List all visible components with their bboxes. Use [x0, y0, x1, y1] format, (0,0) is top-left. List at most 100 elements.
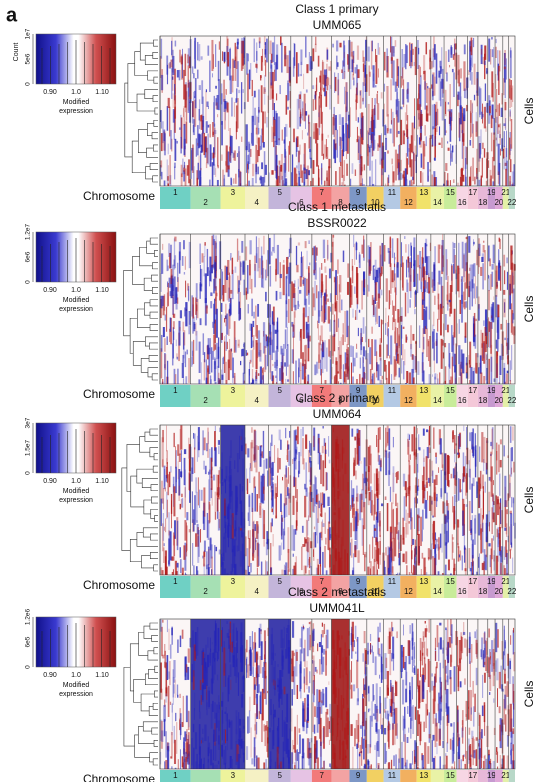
heatmap-cell	[322, 239, 326, 259]
chromosome-label: 11	[388, 386, 397, 395]
heatmap-cell	[458, 756, 460, 769]
heatmap-frame	[159, 424, 516, 576]
heatmap-cell	[478, 494, 481, 508]
heatmap-cell	[300, 257, 303, 278]
chromosome-label: 12	[404, 396, 413, 405]
heatmap-cell	[277, 737, 280, 754]
heatmap-cell	[473, 706, 475, 727]
heatmap-cell	[391, 687, 393, 714]
heatmap-cell	[346, 720, 349, 729]
heatmap-cell	[229, 348, 232, 371]
heatmap-cell	[217, 760, 220, 765]
count-tick-label: 1.2e7	[25, 223, 32, 240]
heatmap-cell	[356, 139, 358, 143]
heatmap-cell	[207, 546, 210, 566]
heatmap-cell	[305, 719, 308, 734]
heatmap-cell	[458, 640, 462, 672]
heatmap-cell	[293, 167, 296, 186]
heatmap-cell	[338, 635, 340, 641]
heatmap-cell	[363, 711, 366, 737]
heatmap-cell	[339, 294, 341, 313]
heatmap-cell	[478, 143, 480, 172]
heatmap-cell	[202, 728, 204, 734]
heatmap-cell	[247, 530, 250, 539]
heatmap-cell	[460, 636, 463, 660]
heatmap-cell	[426, 88, 429, 111]
heatmap-cell	[180, 114, 182, 138]
heatmap-cell	[358, 252, 361, 263]
heatmap-cell	[191, 66, 194, 74]
heatmap-cell	[239, 718, 242, 726]
heatmap-cell	[163, 543, 165, 547]
heatmap-cell	[298, 728, 301, 733]
heatmap-cell	[228, 636, 231, 649]
heatmap-cell	[355, 241, 357, 260]
heatmap-cell	[483, 755, 486, 759]
heatmap-cell	[404, 765, 407, 768]
heatmap-cell	[171, 68, 173, 99]
heatmap-cell	[299, 331, 301, 341]
heatmap-cell	[242, 674, 245, 692]
heatmap-cell	[492, 760, 495, 769]
heatmap-cell	[464, 322, 467, 338]
heatmap-cell	[308, 686, 310, 693]
heatmap-cell	[297, 63, 300, 77]
heatmap-cell	[365, 718, 367, 730]
heatmap-cell	[406, 104, 408, 121]
heatmap-cell	[425, 628, 428, 632]
heatmap-cell	[305, 344, 307, 370]
heatmap-cell	[350, 522, 352, 538]
heatmap-cell	[504, 69, 506, 99]
heatmap-cell	[484, 481, 486, 493]
heatmap-cell	[387, 763, 389, 769]
heatmap-cell	[445, 679, 447, 695]
heatmap-cell	[363, 765, 365, 769]
heatmap-cell	[458, 364, 461, 376]
heatmap-cell	[345, 656, 347, 675]
heatmap-cell	[446, 688, 449, 716]
heatmap-cell	[283, 504, 286, 536]
heatmap-cell	[452, 334, 454, 352]
heatmap-cell	[263, 654, 265, 667]
heatmap-cell	[493, 638, 495, 666]
heatmap-cell	[447, 642, 450, 663]
heatmap-cell	[341, 149, 343, 178]
heatmap-cell	[250, 442, 253, 472]
heatmap-cell	[245, 124, 248, 151]
heatmap-cell	[172, 676, 174, 705]
heatmap-cell	[359, 494, 362, 521]
heatmap-cell	[177, 262, 179, 282]
heatmap-cell	[429, 169, 431, 172]
heatmap-cell	[334, 521, 336, 545]
heatmap-cell	[170, 466, 172, 473]
heatmap-cell	[453, 263, 455, 274]
heatmap-cell	[428, 734, 431, 739]
heatmap-cell	[292, 568, 294, 575]
heatmap-cell	[344, 45, 346, 73]
heatmap-cell	[344, 463, 347, 475]
heatmap-cell	[217, 627, 220, 652]
heatmap-cell	[339, 42, 342, 48]
heatmap-cell	[269, 337, 272, 355]
heatmap-cell	[445, 753, 447, 757]
heatmap-cell	[478, 748, 482, 769]
dendrogram-branch	[142, 721, 158, 732]
heatmap-cell	[447, 102, 450, 105]
heatmap-cell	[439, 438, 442, 455]
heatmap-cell	[254, 255, 256, 271]
scale-label: Modified	[63, 297, 90, 304]
heatmap-cell	[299, 734, 301, 754]
heatmap-cell	[322, 342, 325, 358]
heatmap-cell	[507, 653, 509, 666]
heatmap-cell	[254, 684, 256, 690]
heatmap-cell	[503, 367, 506, 384]
heatmap-cell	[410, 325, 412, 350]
panel-sample: UMM065	[313, 18, 362, 32]
heatmap-cell	[271, 490, 274, 507]
chromosome-label: 13	[419, 386, 428, 395]
heatmap-cell	[497, 444, 500, 473]
heatmap-cell	[389, 698, 391, 717]
heatmap-cell	[324, 449, 327, 454]
heatmap-cell	[308, 289, 310, 295]
heatmap-cell	[425, 256, 428, 276]
